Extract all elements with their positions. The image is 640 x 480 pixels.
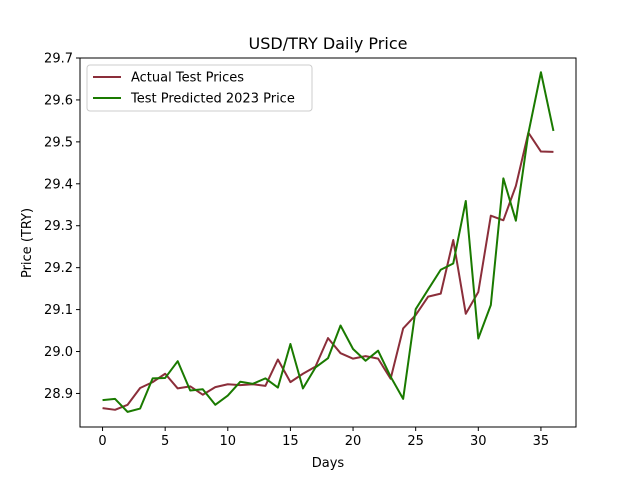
y-tick-label: 29.7 [44, 52, 73, 67]
y-tick-label: 29.3 [44, 219, 73, 234]
y-tick-label: 29.2 [44, 261, 73, 276]
y-tick-label: 29.5 [44, 135, 73, 150]
chart-title: USD/TRY Daily Price [249, 34, 408, 53]
legend: Actual Test Prices Test Predicted 2023 Pr… [86, 64, 313, 112]
series-line-2 [102, 71, 555, 413]
x-tick-label: 35 [533, 434, 550, 449]
x-tick-label: 10 [220, 434, 237, 449]
series-line-1 [102, 131, 554, 411]
axes-frame [79, 57, 577, 428]
legend-label-2: Test Predicted 2023 Price [130, 92, 295, 107]
y-tick-label: 29.6 [44, 93, 73, 108]
x-axis-label: Days [312, 456, 345, 471]
x-tick-label: 30 [470, 434, 487, 449]
y-tick-label: 29.0 [44, 345, 73, 360]
y-axis-label: Price (TRY) [20, 208, 35, 278]
y-tick-label: 29.4 [44, 177, 73, 192]
legend-box [86, 64, 313, 112]
legend-label-1: Actual Test Prices [131, 71, 244, 86]
x-tick-label: 5 [161, 434, 169, 449]
x-tick-label: 25 [407, 434, 424, 449]
x-tick-label: 20 [345, 434, 362, 449]
y-axis: 28.9 29.0 29.1 29.2 29.3 29.4 29.5 29.6 29.7 [44, 52, 80, 402]
y-tick-label: 28.9 [44, 387, 73, 402]
y-tick-label: 29.1 [44, 303, 73, 318]
x-tick-label: 0 [98, 434, 106, 449]
x-axis: 0 5 10 15 20 25 30 35 [98, 427, 549, 449]
x-tick-label: 15 [282, 434, 299, 449]
plot-area [102, 71, 555, 413]
